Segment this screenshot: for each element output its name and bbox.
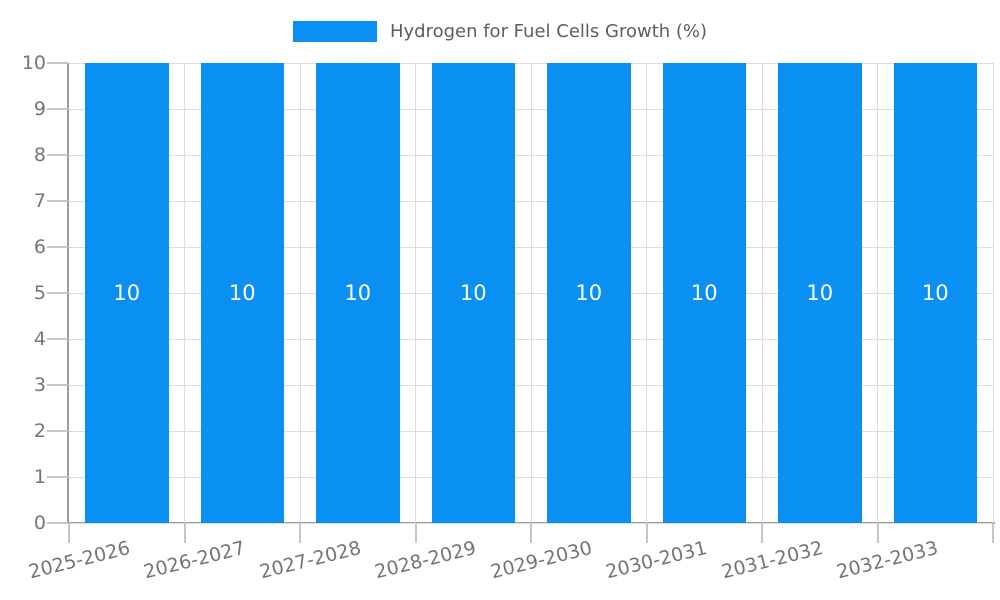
y-tick-mark bbox=[47, 200, 68, 202]
x-tick-mark bbox=[761, 523, 763, 543]
bar-value-label: 10 bbox=[690, 281, 718, 305]
x-tick-mark bbox=[530, 523, 532, 543]
v-gridline bbox=[761, 63, 763, 523]
y-tick-mark bbox=[47, 62, 68, 64]
x-tick-mark bbox=[299, 523, 301, 543]
legend-swatch[interactable] bbox=[292, 21, 377, 42]
y-tick-mark bbox=[47, 292, 68, 294]
y-tick-mark bbox=[47, 384, 68, 386]
bar-value-label: 10 bbox=[228, 281, 256, 305]
y-tick-label: 1 bbox=[33, 466, 46, 488]
v-gridline bbox=[415, 63, 416, 523]
bar-2029-2030[interactable] bbox=[547, 63, 631, 523]
v-gridline bbox=[299, 63, 301, 523]
y-tick-mark bbox=[47, 154, 68, 156]
bar-2026-2027[interactable] bbox=[200, 63, 284, 523]
v-gridline bbox=[646, 63, 647, 523]
x-tick-mark bbox=[68, 523, 70, 543]
x-tick-mark bbox=[414, 523, 417, 543]
bar-value-label: 10 bbox=[575, 281, 603, 305]
x-tick-mark bbox=[183, 523, 186, 543]
bar-2027-2028[interactable] bbox=[316, 63, 400, 523]
y-tick-mark bbox=[47, 522, 68, 524]
bar-2025-2026[interactable] bbox=[85, 63, 169, 523]
y-tick-label: 5 bbox=[33, 282, 46, 304]
y-axis-line bbox=[67, 63, 69, 523]
bar-2031-2032[interactable] bbox=[778, 63, 862, 523]
bar-value-label: 10 bbox=[921, 281, 949, 305]
v-gridline bbox=[877, 63, 878, 523]
x-tick-mark bbox=[992, 523, 994, 543]
bar-value-label: 10 bbox=[459, 281, 487, 305]
bar-2028-2029[interactable] bbox=[431, 63, 515, 523]
bar-2032-2033[interactable] bbox=[893, 63, 977, 523]
y-tick-label: 3 bbox=[33, 374, 46, 396]
y-tick-label: 7 bbox=[33, 190, 46, 212]
x-tick-mark bbox=[876, 523, 879, 543]
y-tick-mark bbox=[47, 338, 68, 340]
y-tick-mark bbox=[47, 476, 68, 478]
y-tick-label: 8 bbox=[33, 144, 46, 166]
y-tick-label: 0 bbox=[33, 512, 46, 534]
y-tick-label: 2 bbox=[33, 420, 46, 442]
y-tick-label: 6 bbox=[33, 236, 46, 258]
y-tick-mark bbox=[47, 246, 68, 248]
legend-label[interactable]: Hydrogen for Fuel Cells Growth (%) bbox=[389, 21, 708, 42]
bar-2030-2031[interactable] bbox=[662, 63, 746, 523]
x-tick-mark bbox=[645, 523, 648, 543]
v-gridline bbox=[530, 63, 532, 523]
bar-value-label: 10 bbox=[806, 281, 834, 305]
v-gridline bbox=[184, 63, 185, 523]
y-tick-label: 4 bbox=[33, 328, 46, 350]
y-tick-label: 9 bbox=[33, 98, 46, 120]
v-gridline bbox=[992, 63, 994, 523]
y-tick-mark bbox=[47, 430, 68, 432]
y-tick-mark bbox=[47, 108, 68, 110]
chart-legend: Hydrogen for Fuel Cells Growth (%) bbox=[0, 21, 1000, 42]
bar-value-label: 10 bbox=[344, 281, 372, 305]
bar-value-label: 10 bbox=[113, 281, 141, 305]
y-tick-label: 10 bbox=[21, 52, 46, 74]
